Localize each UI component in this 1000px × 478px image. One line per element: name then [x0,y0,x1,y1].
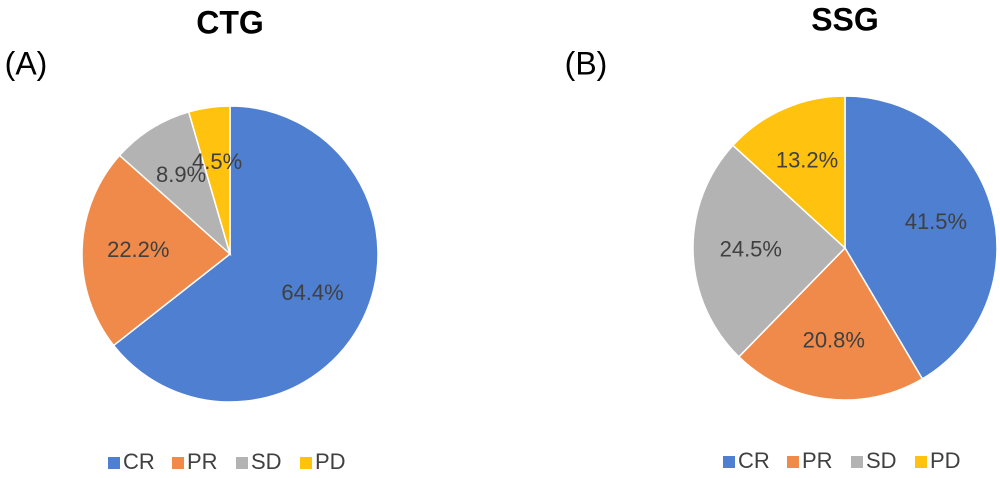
value-label: 41.5% [905,209,967,234]
chart-title: SSG [811,1,879,37]
value-label: 20.8% [803,327,865,352]
value-label: 4.5% [192,149,242,174]
legend-label: PD [930,448,961,473]
legend-swatch [108,457,120,469]
value-label: 64.4% [281,280,343,305]
panel-label: (A) [5,45,48,81]
pie-slice [118,110,232,257]
value-label: 24.5% [720,236,782,261]
legend-label: PD [315,449,346,474]
pie-slice [737,246,924,401]
pie-slice [844,95,998,380]
legend-label: CR [123,449,155,474]
legend-swatch [300,457,312,469]
legend-label: CR [738,448,770,473]
chart-title: CTG [196,4,264,40]
legend-swatch [851,456,863,468]
legend-label: SD [866,448,897,473]
value-label: 8.9% [156,162,206,187]
panel-label: (B) [565,45,608,81]
pie-slice [692,144,847,358]
legend-swatch [787,456,799,468]
legend-label: PR [802,448,833,473]
legend-label: PR [187,449,218,474]
pie-slice [731,95,846,250]
legend-swatch [723,456,735,468]
legend-swatch [172,457,184,469]
legend-swatch [915,456,927,468]
pie-slice [81,154,232,347]
pie-slice [187,105,231,255]
pie-slice [112,105,379,403]
value-label: 13.2% [776,148,838,173]
legend-label: SD [251,449,282,474]
legend-swatch [236,457,248,469]
value-label: 22.2% [107,237,169,262]
